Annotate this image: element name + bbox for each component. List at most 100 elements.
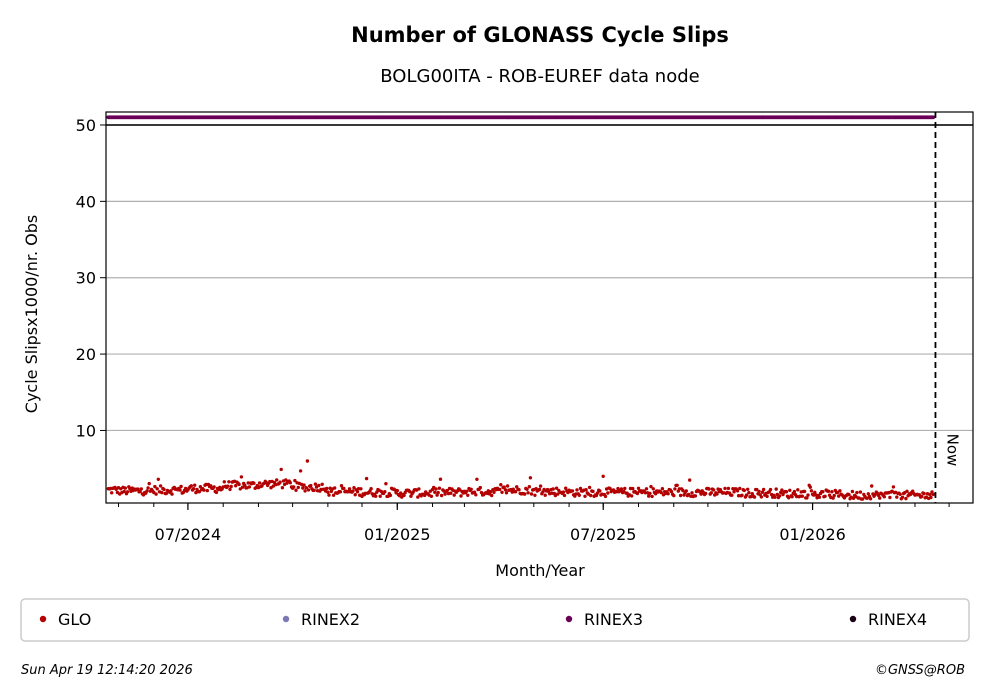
glo-point — [136, 487, 140, 491]
glo-point — [740, 493, 744, 497]
glo-point — [529, 492, 534, 496]
glo-point — [821, 490, 825, 494]
glo-point — [709, 491, 713, 495]
glo-point — [703, 491, 708, 496]
glo-point — [280, 486, 285, 490]
glo-point — [243, 483, 247, 487]
glo-point — [732, 490, 736, 494]
glo-point — [584, 488, 588, 492]
glo-point — [338, 490, 343, 494]
glo-point — [832, 493, 836, 498]
glo-point — [744, 493, 749, 497]
glo-point — [110, 491, 114, 495]
glo-point — [498, 487, 502, 492]
glo-point — [327, 493, 331, 497]
glo-point — [790, 495, 794, 499]
glo-point — [500, 490, 504, 494]
glo-point — [900, 495, 905, 499]
glo-point — [860, 497, 865, 501]
glo-point — [122, 489, 126, 494]
glo-point — [436, 490, 440, 495]
glo-point — [197, 490, 201, 494]
x-tick-label: 07/2024 — [155, 525, 221, 544]
glo-point — [275, 478, 279, 482]
glo-point — [723, 486, 727, 491]
glo-point — [153, 484, 157, 489]
glo-point — [293, 478, 297, 483]
glo-point — [288, 481, 292, 485]
glo-point — [868, 497, 873, 501]
glo-point — [905, 489, 909, 493]
glo-point — [761, 487, 766, 492]
glo-point — [768, 487, 773, 492]
legend-label-rinex3: RINEX3 — [584, 610, 643, 629]
glo-point — [630, 494, 634, 498]
glo-point — [577, 493, 581, 497]
glo-point — [882, 495, 886, 499]
glo-point — [229, 484, 233, 489]
glo-point — [452, 493, 456, 497]
glo-point — [673, 487, 677, 491]
glo-point — [439, 493, 444, 498]
glo-point — [317, 483, 321, 488]
glo-point — [331, 493, 336, 497]
y-axis-label: Cycle Slipsx1000/nr. Obs — [22, 215, 41, 413]
glo-point — [125, 490, 130, 494]
glo-point — [554, 486, 559, 490]
glo-point — [526, 491, 530, 495]
glo-point — [715, 492, 719, 496]
glo-point — [562, 493, 567, 498]
glo-point — [279, 467, 283, 472]
glo-point — [830, 490, 834, 494]
glo-point — [517, 488, 521, 492]
chart-title: Number of GLONASS Cycle Slips — [351, 23, 729, 47]
glo-point — [339, 484, 344, 488]
glo-series — [106, 459, 935, 501]
glo-point — [466, 493, 470, 497]
y-tick-label: 30 — [76, 269, 96, 288]
glo-point — [278, 480, 282, 484]
glo-point — [787, 496, 791, 500]
glo-point — [178, 488, 182, 492]
glo-point — [523, 492, 527, 496]
glo-point — [490, 493, 494, 498]
legend-marker-rinex4 — [849, 615, 857, 623]
glo-point — [378, 494, 382, 498]
glo-point — [504, 491, 509, 495]
glo-point — [234, 484, 238, 488]
glo-point — [623, 486, 627, 491]
glo-point — [920, 494, 924, 499]
glo-point — [659, 490, 663, 495]
glo-point — [847, 493, 851, 497]
glo-point — [866, 492, 870, 496]
glo-point — [575, 488, 579, 492]
legend-entries: GLO RINEX2 RINEX3 RINEX4 — [39, 610, 927, 629]
glo-point — [583, 494, 587, 498]
glo-point — [170, 492, 174, 496]
glo-point — [813, 490, 817, 494]
glo-point — [525, 487, 529, 491]
glo-point — [296, 485, 300, 490]
glo-point — [726, 486, 731, 491]
glo-point — [780, 488, 784, 492]
glo-point — [796, 488, 800, 492]
glo-point — [147, 481, 151, 486]
x-axis: 07/2024 01/2025 07/2025 01/2026 — [118, 503, 950, 544]
glo-point — [898, 492, 902, 496]
glo-point — [543, 493, 547, 497]
glo-point — [707, 487, 711, 491]
glo-point — [459, 494, 463, 498]
glo-point — [388, 493, 393, 498]
glo-point — [240, 485, 245, 489]
glo-point — [475, 477, 479, 481]
glo-point — [155, 487, 159, 491]
glo-point — [561, 490, 566, 494]
glo-point — [672, 493, 676, 498]
glo-point — [595, 491, 600, 495]
glo-point — [603, 494, 608, 499]
glo-point — [838, 489, 842, 493]
glo-point — [325, 486, 329, 491]
x-tick-label: 01/2025 — [364, 525, 430, 544]
glo-point — [644, 487, 649, 491]
